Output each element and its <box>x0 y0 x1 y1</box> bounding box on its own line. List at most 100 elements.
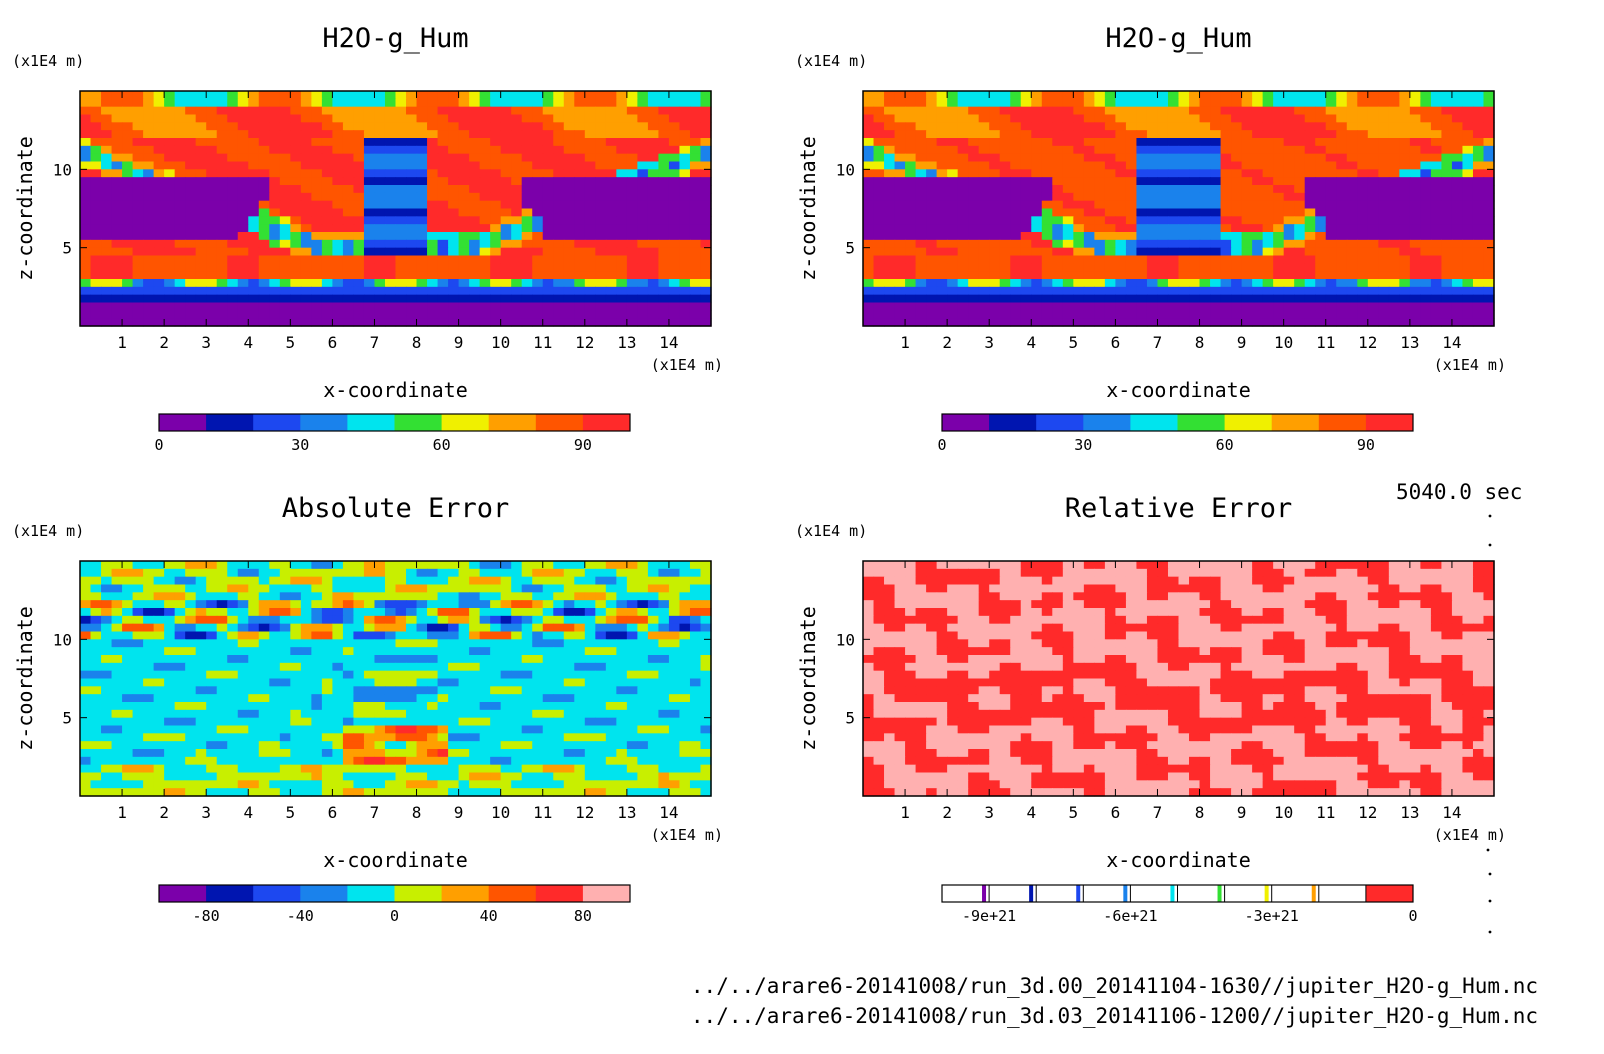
heatmap-cell <box>227 122 239 131</box>
heatmap-cell <box>1041 138 1053 147</box>
heatmap-cell <box>978 255 990 264</box>
heatmap-cell <box>216 122 228 131</box>
heatmap-cell <box>269 161 281 170</box>
heatmap-cell <box>342 247 355 257</box>
heatmap-cell <box>616 232 628 241</box>
heatmap-cell <box>1231 145 1243 155</box>
heatmap-cell <box>1315 130 1327 139</box>
heatmap-cell <box>248 138 260 147</box>
heatmap-cell <box>90 279 102 288</box>
heatmap-cell <box>1062 224 1074 233</box>
heatmap-cell <box>237 623 249 633</box>
heatmap-cell <box>458 568 470 578</box>
heatmap-cell <box>374 130 386 139</box>
heatmap-cell <box>1041 145 1053 155</box>
heatmap-cell <box>143 185 155 194</box>
heatmap-cell <box>1020 98 1032 108</box>
heatmap-cell <box>1304 216 1316 225</box>
heatmap-cell <box>936 98 948 108</box>
heatmap-cell <box>1189 247 1201 257</box>
heatmap-cell <box>542 255 554 264</box>
heatmap-cell <box>395 106 407 116</box>
heatmap-cell <box>258 200 270 210</box>
heatmap-cell <box>978 208 990 217</box>
heatmap-cell <box>1315 279 1327 288</box>
heatmap-cell <box>1167 122 1180 131</box>
heatmap-cell <box>957 263 969 272</box>
heatmap-cell <box>1199 247 1211 257</box>
heatmap-cell <box>999 130 1011 139</box>
heatmap-cell <box>469 224 481 233</box>
heatmap-cell <box>80 662 92 672</box>
heatmap-cell <box>1304 200 1316 210</box>
heatmap-cell <box>500 608 512 617</box>
heatmap-cell <box>1157 91 1169 100</box>
heatmap-cell <box>500 639 512 648</box>
heatmap-cell <box>153 145 165 155</box>
heatmap-cell <box>574 153 586 163</box>
x-tick-label: 13 <box>1400 333 1419 352</box>
heatmap-cell <box>153 106 165 116</box>
heatmap-cell <box>237 263 249 272</box>
heatmap-cell <box>1283 106 1295 116</box>
heatmap-cell <box>143 263 155 272</box>
heatmap-cell <box>353 294 365 304</box>
heatmap-cell <box>1146 271 1159 280</box>
heatmap-cell <box>989 294 1001 304</box>
heatmap-cell <box>553 279 565 288</box>
heatmap-cell <box>279 177 291 186</box>
heatmap-cell <box>395 568 407 578</box>
heatmap-cell <box>269 216 281 225</box>
heatmap-cell <box>227 608 239 617</box>
heatmap-cell <box>248 631 260 640</box>
heatmap-cell <box>595 670 607 680</box>
heatmap-cell <box>1315 263 1327 272</box>
heatmap-cell <box>584 153 596 163</box>
heatmap-cell <box>1094 208 1106 217</box>
heatmap-cell <box>668 631 681 640</box>
heatmap-cell <box>668 302 681 311</box>
heatmap-cell <box>542 302 554 311</box>
heatmap-cell <box>122 294 134 304</box>
heatmap-cell <box>1104 185 1116 194</box>
heatmap-cell <box>532 192 544 202</box>
heatmap-cell <box>216 216 228 225</box>
heatmap-cell <box>1325 318 1337 327</box>
heatmap-cell <box>863 208 875 217</box>
heatmap-cell <box>1199 98 1211 108</box>
heatmap-cell <box>321 678 333 687</box>
heatmap-cell <box>332 608 344 617</box>
heatmap-cell <box>1357 169 1369 178</box>
heatmap-cell <box>1125 302 1138 311</box>
heatmap-cell <box>279 631 291 640</box>
heatmap-cell <box>1031 185 1043 194</box>
heatmap-cell <box>989 310 1001 319</box>
heatmap-cell <box>700 169 712 178</box>
heatmap-cell <box>384 694 397 703</box>
heatmap-cell <box>132 568 144 578</box>
heatmap-cell <box>542 662 554 672</box>
heatmap-cell <box>574 138 586 147</box>
heatmap-cell <box>153 694 165 703</box>
heatmap-cell <box>195 271 207 280</box>
heatmap-cell <box>658 592 670 601</box>
heatmap-cell <box>101 106 113 116</box>
heatmap-cell <box>689 169 702 178</box>
heatmap-cell <box>1189 91 1201 100</box>
heatmap-cell <box>1462 106 1474 116</box>
heatmap-cell <box>1409 98 1421 108</box>
heatmap-cell <box>479 318 491 327</box>
heatmap-cell <box>863 318 875 327</box>
heatmap-cell <box>174 717 186 727</box>
heatmap-cell <box>605 709 617 719</box>
heatmap-cell <box>658 122 670 131</box>
heatmap-cell <box>668 216 681 225</box>
heatmap-cell <box>532 670 544 680</box>
heatmap-cell <box>353 623 365 633</box>
heatmap-cell <box>905 169 917 178</box>
heatmap-cell <box>668 138 681 147</box>
heatmap-cell <box>957 169 969 178</box>
heatmap-cell <box>500 568 512 578</box>
heatmap-cell <box>989 279 1001 288</box>
heatmap-cell <box>521 177 533 186</box>
